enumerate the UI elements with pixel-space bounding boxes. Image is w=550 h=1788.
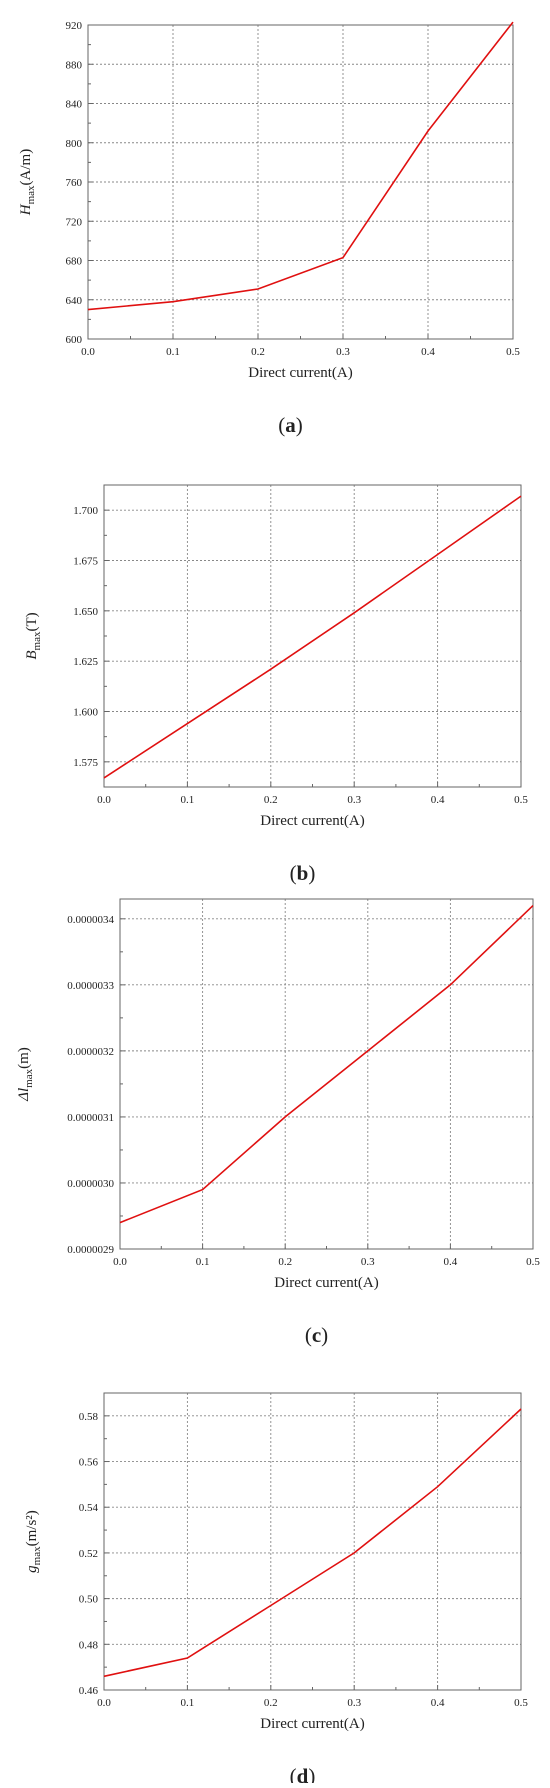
y-axis-label: Δlmax(m)	[16, 1047, 35, 1102]
chart-panel-c: 0.00000290.00000300.00000310.00000320.00…	[16, 898, 540, 1347]
y-tick-label: 0.0000032	[67, 1046, 114, 1058]
plot-frame	[119, 898, 534, 1250]
x-tick-label: 0.2	[251, 346, 265, 358]
series-line	[119, 905, 534, 1224]
x-tick-label: 0.1	[181, 794, 195, 806]
x-tick-label: 0.2	[264, 794, 278, 806]
x-tick-label: 0.3	[361, 1256, 375, 1268]
x-tick-label: 0.0	[97, 794, 111, 806]
y-tick-label: 0.0000029	[67, 1244, 114, 1256]
series-line	[87, 21, 514, 311]
chart-panel-a: 600 640 680 720 760 800 840 880 920 0.0 0.1 0.2 0.3 0…	[18, 20, 520, 437]
y-tick-label: 0.52	[79, 1548, 98, 1560]
x-tick-label: 0.0	[81, 346, 95, 358]
y-tick-label: 0.58	[79, 1411, 99, 1423]
x-tick-label: 0.1	[181, 1697, 195, 1709]
x-tick-label: 0.5	[526, 1256, 540, 1268]
x-tick-label: 0.4	[431, 1697, 445, 1709]
y-tick-label: 0.50	[79, 1594, 99, 1606]
x-tick-label: 0.2	[278, 1256, 292, 1268]
y-tick-label: 840	[66, 99, 83, 111]
y-tick-label: 1.600	[73, 707, 98, 719]
series-line	[103, 1408, 522, 1678]
panel-caption: (b)	[290, 861, 316, 885]
x-tick-label: 0.5	[514, 1697, 528, 1709]
y-tick-label: 0.54	[79, 1502, 99, 1514]
x-tick-label: 0.5	[514, 794, 528, 806]
x-tick-label: 0.2	[264, 1697, 278, 1709]
y-tick-label: 920	[66, 20, 83, 32]
y-tick-label: 1.650	[73, 606, 98, 618]
y-tick-label: 0.48	[79, 1639, 99, 1651]
y-tick-label: 0.0000034	[67, 914, 114, 926]
chart-panel-d: 0.46 0.48 0.50 0.52 0.54 0.56 0.58 0.0 0.1 0.2 0.3…	[24, 1392, 528, 1788]
x-tick-label: 0.3	[347, 1697, 361, 1709]
y-axis-label: Bmax(T)	[24, 612, 43, 659]
y-tick-label: 0.0000033	[67, 980, 114, 992]
x-tick-label: 0.1	[166, 346, 180, 358]
y-tick-label: 640	[66, 295, 83, 307]
panel-caption: (d)	[290, 1764, 316, 1783]
x-tick-label: 0.4	[431, 794, 445, 806]
series-line	[103, 495, 522, 779]
y-tick-label: 0.56	[79, 1457, 99, 1469]
x-axis-label: Direct current(A)	[274, 1275, 379, 1291]
y-tick-label: 1.700	[73, 505, 98, 517]
x-tick-label: 0.4	[421, 346, 435, 358]
panel-caption: (a)	[278, 413, 303, 437]
y-tick-label: 680	[66, 256, 83, 268]
y-tick-label: 800	[66, 138, 83, 150]
x-tick-label: 0.3	[336, 346, 350, 358]
y-tick-label: 880	[66, 59, 83, 71]
x-tick-label: 0.0	[113, 1256, 127, 1268]
chart-panel-b: 1.575 1.600 1.625 1.650 1.675 1.700 0.0 0.1 0.2 0…	[24, 484, 528, 885]
y-tick-label: 720	[66, 216, 83, 228]
y-tick-label: 0.0000030	[67, 1178, 114, 1190]
x-tick-label: 0.5	[506, 346, 520, 358]
x-axis-label: Direct current(A)	[260, 813, 365, 829]
x-tick-label: 0.4	[444, 1256, 458, 1268]
y-tick-label: 1.675	[73, 556, 98, 568]
x-tick-label: 0.3	[347, 794, 361, 806]
y-tick-label: 1.625	[73, 656, 98, 668]
x-tick-label: 0.0	[97, 1697, 111, 1709]
y-axis-label: gmax(m/s²)	[24, 1510, 43, 1573]
x-axis-label: Direct current(A)	[248, 365, 353, 381]
y-tick-label: 1.575	[73, 757, 98, 769]
plot-frame	[103, 1392, 522, 1691]
x-axis-label: Direct current(A)	[260, 1716, 365, 1732]
y-tick-label: 0.46	[79, 1685, 99, 1697]
x-tick-label: 0.1	[196, 1256, 210, 1268]
y-axis-label: Hmax(A/m)	[18, 149, 37, 216]
y-tick-label: 0.0000031	[67, 1112, 114, 1124]
y-tick-label: 760	[66, 177, 83, 189]
panel-caption: (c)	[305, 1323, 328, 1347]
y-tick-label: 600	[66, 334, 83, 346]
plot-frame	[103, 484, 522, 788]
